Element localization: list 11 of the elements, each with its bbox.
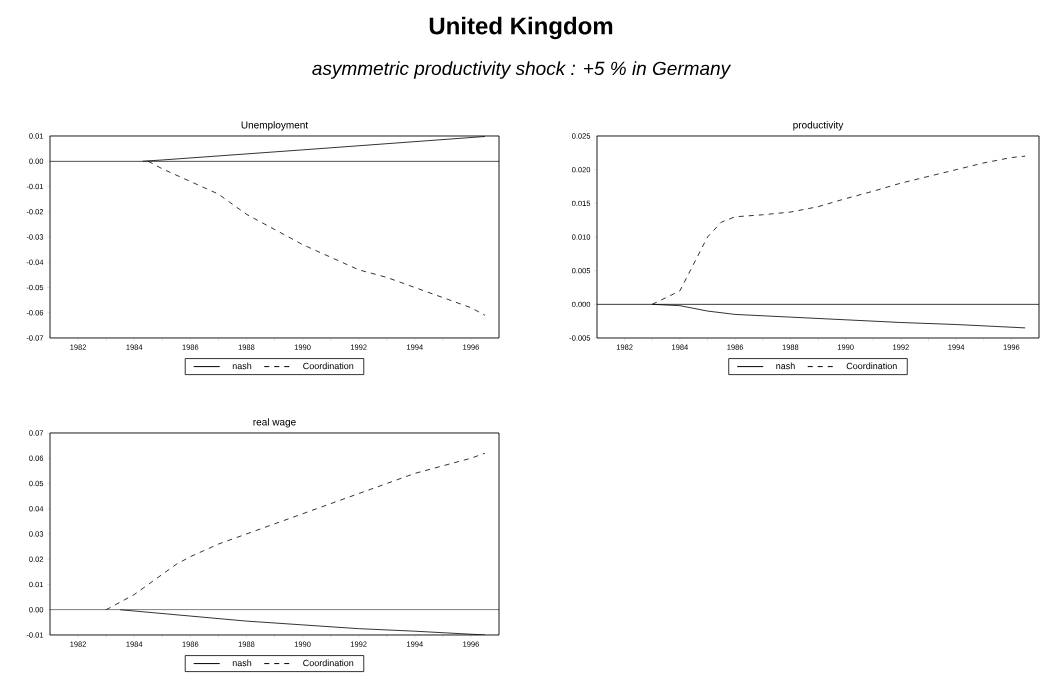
- legend-label: Coordination: [846, 362, 897, 370]
- chart-title: real wage: [253, 418, 296, 428]
- legend-label: nash: [776, 362, 795, 370]
- legend-label: Coordination: [303, 362, 354, 370]
- legend-label: nash: [232, 362, 252, 370]
- legend-label: nash: [232, 659, 252, 667]
- legend-label: Coordination: [303, 659, 354, 667]
- chart-title: Unemployment: [241, 121, 309, 131]
- text: United Kingdom: [429, 16, 613, 40]
- chart-title: productivity: [793, 121, 844, 131]
- text: asymmetric productivity shock : +5 % in Germany: [312, 61, 732, 79]
